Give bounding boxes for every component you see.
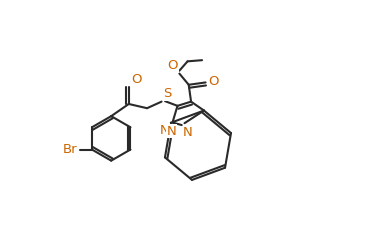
Text: Br: Br (63, 143, 77, 156)
Text: N: N (160, 124, 170, 137)
Text: O: O (208, 75, 218, 88)
Text: N: N (183, 126, 193, 139)
Text: S: S (164, 87, 172, 100)
Text: O: O (132, 73, 142, 86)
Text: O: O (168, 59, 178, 72)
Text: N: N (167, 125, 177, 138)
